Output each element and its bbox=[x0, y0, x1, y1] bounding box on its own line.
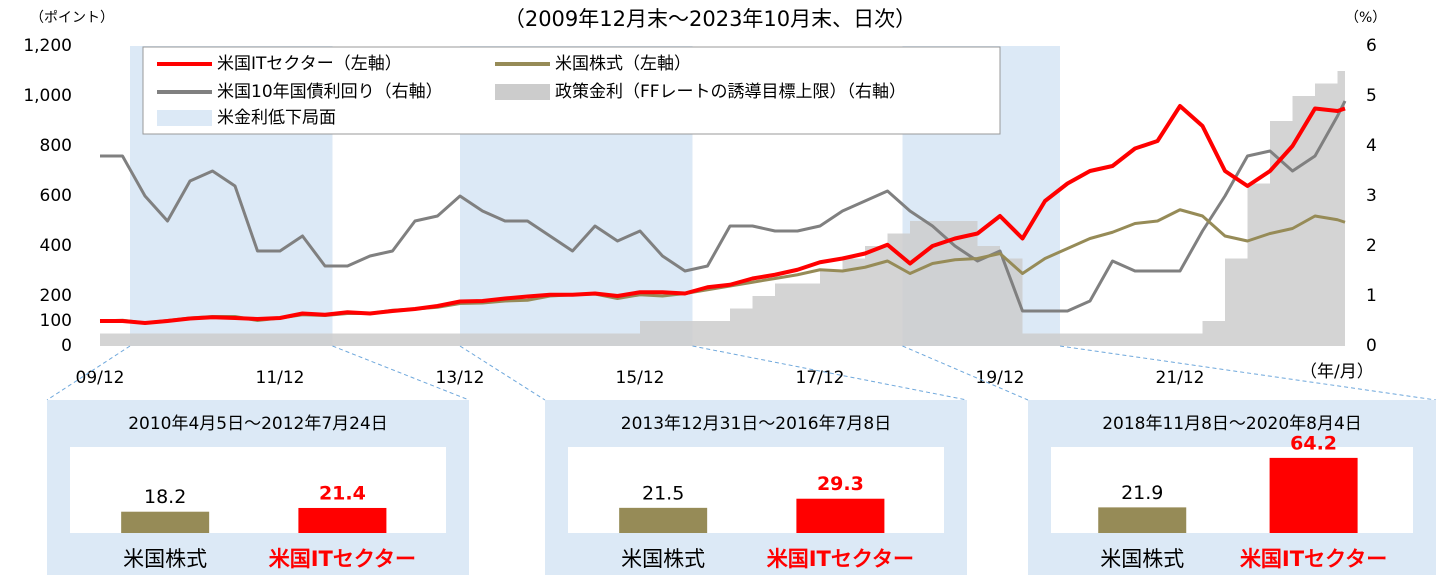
panel-title: 2013年12月31日～2016年7月8日 bbox=[621, 414, 891, 434]
bar-value-label: 64.2 bbox=[1290, 432, 1337, 454]
series-line bbox=[100, 100, 1347, 313]
x-tick-label: 19/12 bbox=[976, 368, 1025, 388]
y-tick-label: 100 bbox=[40, 311, 72, 331]
category-label: 米国ITセクター bbox=[269, 547, 416, 571]
y2-axis-label: （%） bbox=[1345, 10, 1386, 26]
connector bbox=[46, 345, 131, 401]
legend-label: 米金利低下局面 bbox=[217, 108, 336, 128]
category-label: 米国株式 bbox=[123, 547, 207, 571]
y2-tick-label: 4 bbox=[1366, 136, 1377, 156]
legend-label: 米国ITセクター（左軸） bbox=[217, 54, 402, 74]
y2-tick-label: 2 bbox=[1366, 236, 1377, 256]
y2-tick-label: 6 bbox=[1366, 36, 1377, 56]
y2-tick-label: 3 bbox=[1366, 186, 1377, 206]
category-label: 米国ITセクター bbox=[767, 547, 914, 571]
bar-value-label: 21.5 bbox=[642, 482, 684, 504]
y2-tick-label: 1 bbox=[1366, 286, 1377, 306]
category-label: 米国株式 bbox=[621, 547, 705, 571]
x-tick-label: 21/12 bbox=[1156, 368, 1205, 388]
x-axis-label: （年/月） bbox=[1300, 362, 1374, 382]
y-tick-label: 200 bbox=[40, 286, 72, 306]
bar-value-label: 21.4 bbox=[319, 482, 366, 504]
connector bbox=[459, 345, 546, 401]
y-tick-label: 0 bbox=[61, 336, 72, 356]
legend-label: 米国10年国債利回り（右軸） bbox=[217, 82, 443, 102]
connector bbox=[1059, 345, 1437, 401]
y-tick-label: 1,000 bbox=[23, 86, 72, 106]
legend: 米国ITセクター（左軸） 米国株式（左軸） 米国10年国債利回り（右軸） 政策金利（F… bbox=[142, 46, 1001, 135]
category-label: 米国株式 bbox=[1100, 547, 1184, 571]
legend-label: 米国株式（左軸） bbox=[555, 54, 691, 74]
connector bbox=[332, 345, 470, 401]
y-tick-label: 600 bbox=[40, 186, 72, 206]
bar bbox=[1098, 507, 1187, 533]
series-line bbox=[100, 104, 1346, 325]
bar-value-label: 21.9 bbox=[1121, 482, 1163, 504]
x-tick-label: 11/12 bbox=[256, 368, 305, 388]
bar bbox=[796, 498, 885, 533]
bar-value-label: 18.2 bbox=[144, 486, 186, 508]
category-label: 米国ITセクター bbox=[1240, 547, 1387, 571]
bar bbox=[298, 507, 387, 533]
legend-swatch bbox=[157, 110, 212, 126]
bar bbox=[619, 507, 708, 533]
legend-label: 政策金利（FFレートの誘導目標上限）（右軸） bbox=[555, 82, 906, 102]
panel-title: 2010年4月5日～2012年7月24日 bbox=[128, 414, 388, 434]
y-tick-label: 400 bbox=[40, 236, 72, 256]
x-tick-label: 13/12 bbox=[436, 368, 485, 388]
bar bbox=[121, 511, 210, 533]
axes: 0 100 200 400 600 800 1,000 1,200 0 1 2 3 4 5 6 09/12 11… bbox=[23, 36, 1377, 388]
bar bbox=[1269, 457, 1358, 533]
plot bbox=[99, 71, 1347, 346]
legend-box bbox=[142, 46, 1001, 135]
panel-title: 2018年11月8日～2020年8月4日 bbox=[1102, 414, 1362, 434]
chart-title: （2009年12月末～2023年10月末、日次） bbox=[504, 7, 916, 31]
connector bbox=[692, 345, 968, 401]
y2-tick-label: 5 bbox=[1366, 86, 1377, 106]
bar-value-label: 29.3 bbox=[817, 473, 864, 495]
x-tick-label: 15/12 bbox=[616, 368, 665, 388]
panel: 2010年4月5日～2012年7月24日 18.2 米国株式 21.4 米国ITセクター bbox=[47, 400, 469, 575]
connector bbox=[902, 345, 1029, 401]
legend-swatch bbox=[495, 84, 550, 100]
y-axis-label: （ポイント） bbox=[30, 10, 114, 26]
panel: 2018年11月8日～2020年8月4日 21.9 米国株式 64.2 米国ITセクター bbox=[1028, 400, 1436, 575]
y-tick-label: 800 bbox=[40, 136, 72, 156]
x-tick-label: 09/12 bbox=[76, 368, 125, 388]
y2-tick-label: 0 bbox=[1366, 336, 1377, 356]
y-tick-label: 1,200 bbox=[23, 36, 72, 56]
panel: 2013年12月31日～2016年7月8日 21.5 米国株式 29.3 米国ITセクタ… bbox=[545, 400, 967, 575]
